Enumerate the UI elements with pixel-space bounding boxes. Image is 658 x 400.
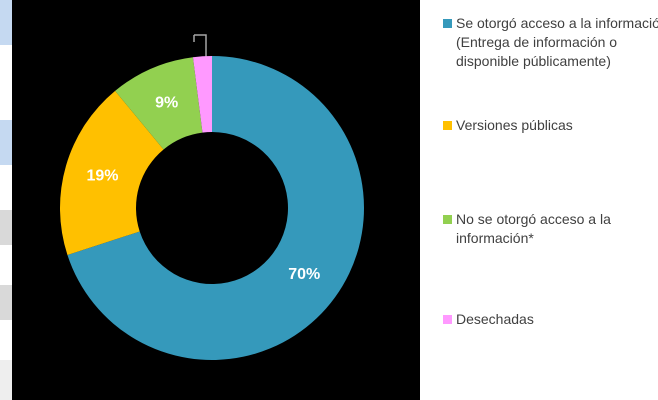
legend-item: Desechadas xyxy=(443,310,658,329)
slice xyxy=(59,90,164,255)
side-strip xyxy=(0,210,12,245)
slice-label: 19% xyxy=(87,167,119,184)
legend-item: No se otorgó acceso a la información* xyxy=(443,210,658,248)
legend-label: Se otorgó acceso a la información (Entre… xyxy=(456,15,658,69)
legend-item: Versiones públicas xyxy=(443,116,658,135)
legend-swatch xyxy=(443,121,452,130)
legend-label: Versiones públicas xyxy=(456,117,573,133)
legend-swatch xyxy=(443,215,452,224)
slice xyxy=(67,56,365,360)
legend-label: No se otorgó acceso a la información* xyxy=(456,211,611,246)
legend-label: Desechadas xyxy=(456,311,534,327)
slice-label: 9% xyxy=(155,95,178,112)
side-strip xyxy=(0,285,12,320)
side-strip xyxy=(0,0,12,45)
side-strip xyxy=(0,360,12,400)
slice xyxy=(192,56,212,133)
side-strip xyxy=(0,120,12,165)
slice-label: 70% xyxy=(288,266,320,283)
legend-item: Se otorgó acceso a la información (Entre… xyxy=(443,14,658,71)
legend-swatch xyxy=(443,19,452,28)
legend-swatch xyxy=(443,315,452,324)
slice xyxy=(115,57,203,150)
